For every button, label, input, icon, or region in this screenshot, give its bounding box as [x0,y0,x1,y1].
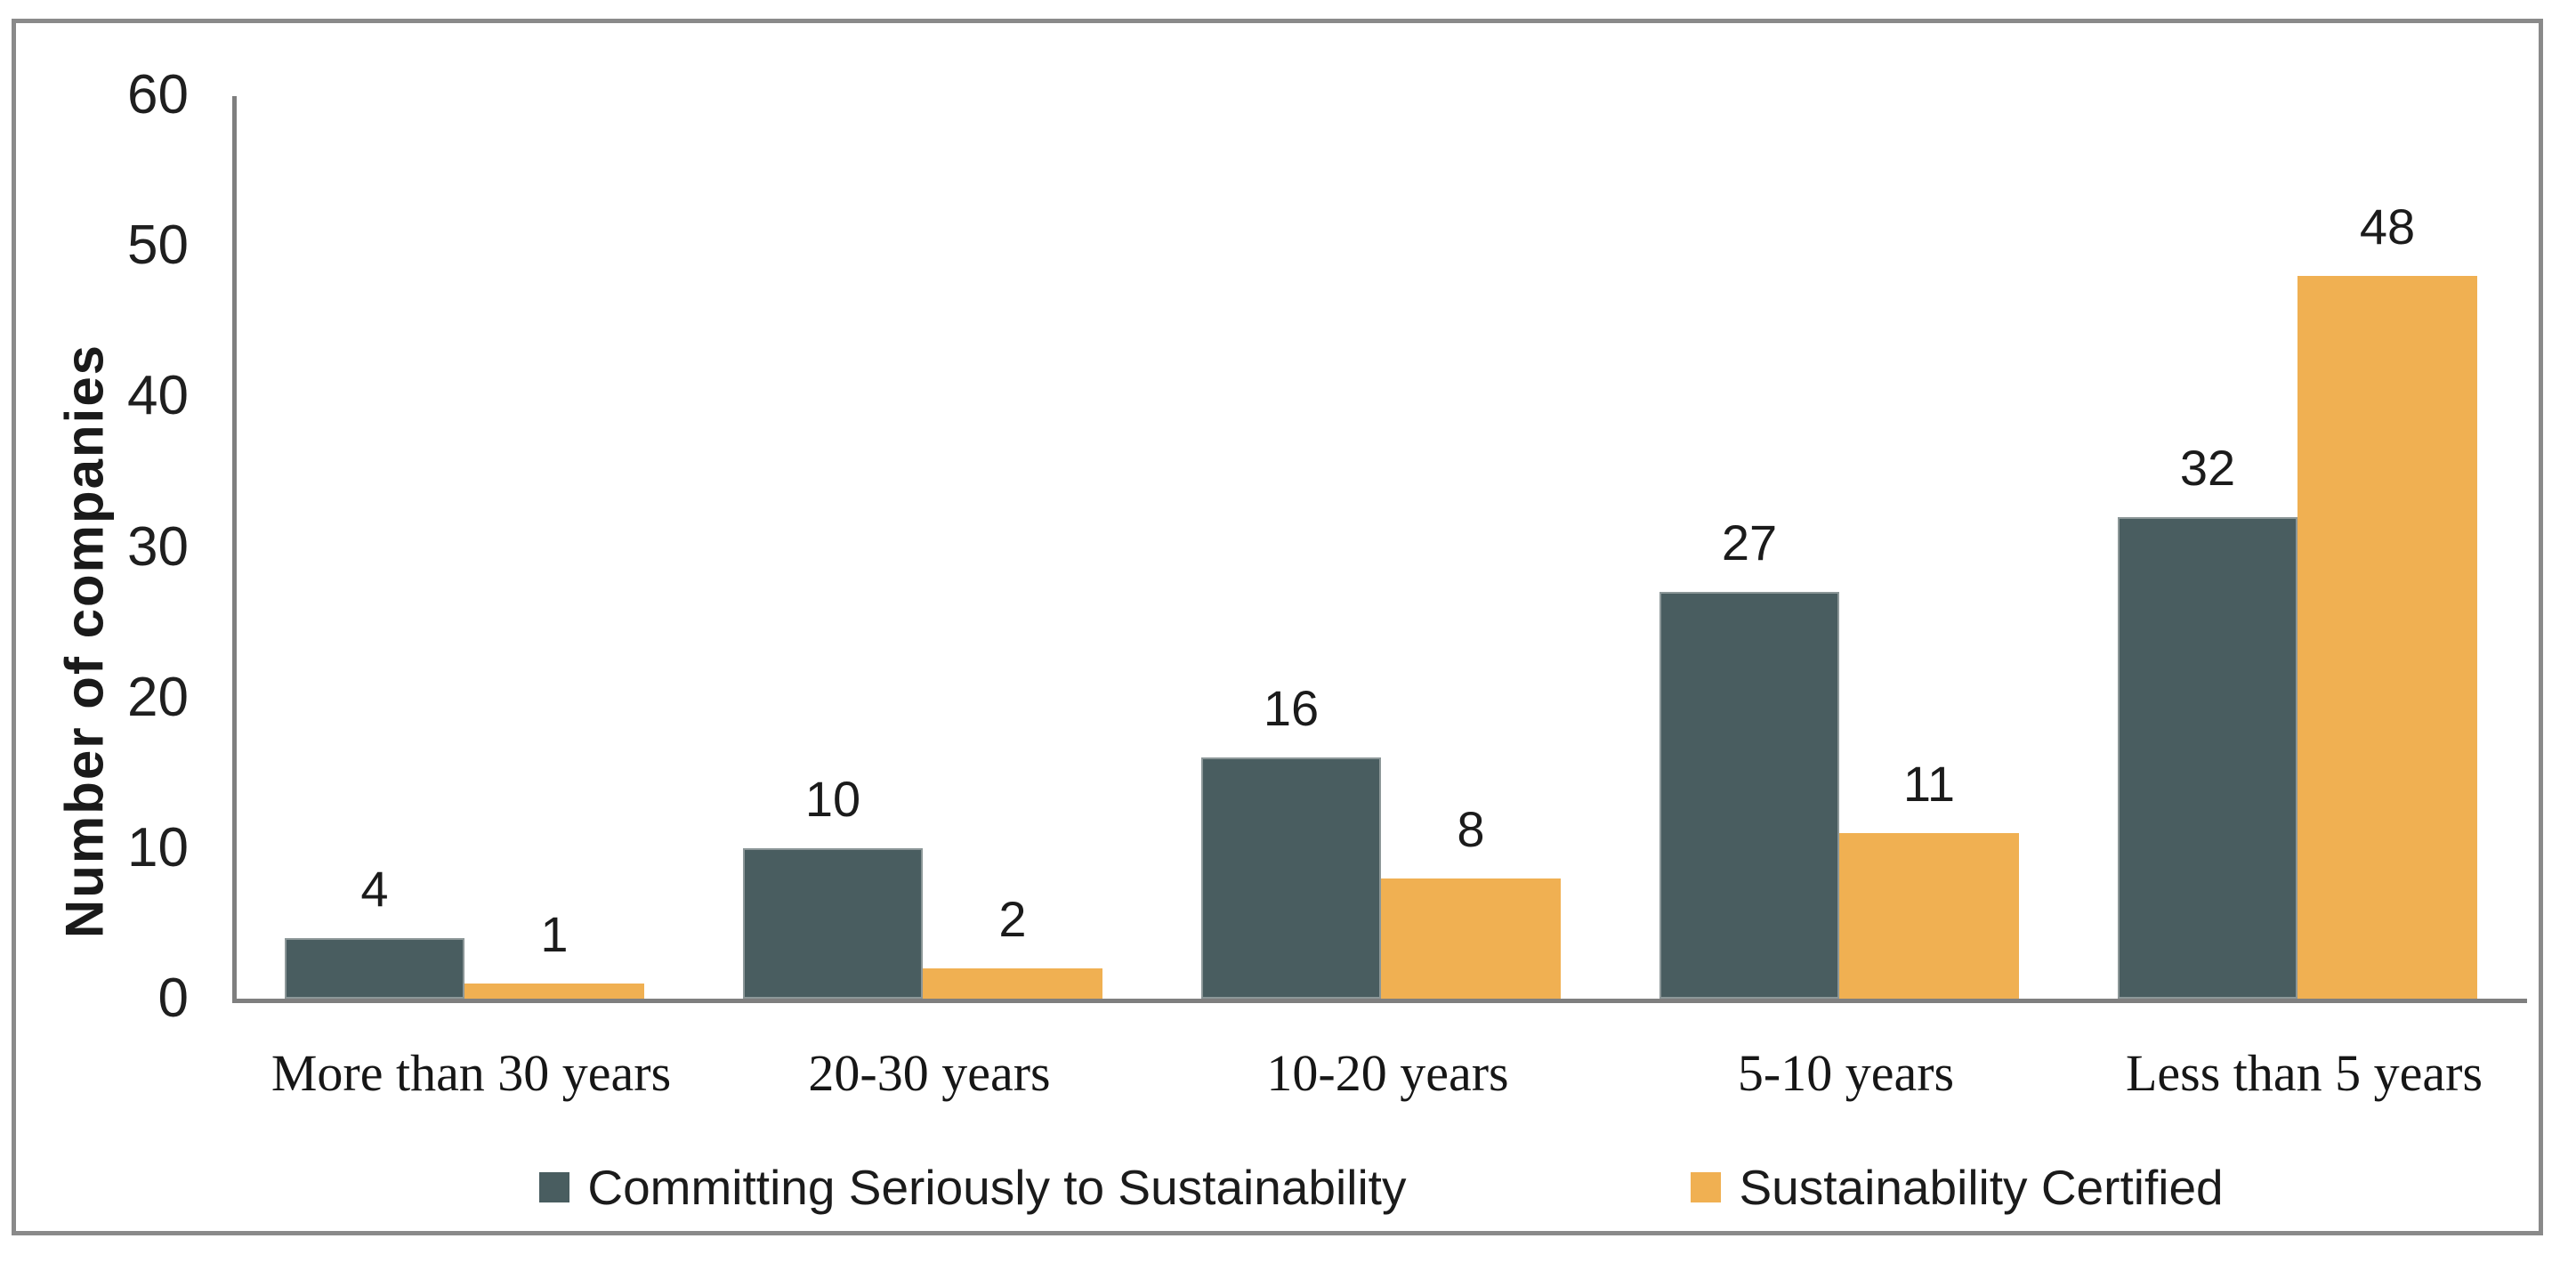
y-tick-label: 0 [157,967,189,1029]
legend-label: Committing Seriously to Sustainability [587,1160,1407,1215]
bar [464,984,644,999]
bar-value-label: 10 [804,771,861,827]
bar [2118,517,2297,999]
bar [743,848,923,999]
x-category-label: 5-10 years [1737,1044,1955,1102]
bar-value-label: 8 [1457,801,1485,857]
bar [285,938,464,999]
legend-label: Sustainability Certified [1739,1160,2224,1215]
bar-value-label: 48 [2359,198,2416,255]
x-category-label: More than 30 years [271,1044,672,1102]
x-category-label: 10-20 years [1266,1044,1509,1102]
y-tick-label: 40 [127,365,189,427]
x-category-label: Less than 5 years [2125,1044,2483,1102]
y-tick-label: 20 [127,666,189,728]
bar-value-label: 1 [540,906,569,962]
bar-value-label: 32 [2179,440,2236,496]
bar-value-label: 4 [360,861,389,917]
y-axis-line [232,96,237,999]
bar-value-label: 16 [1263,680,1320,736]
x-category-label: 20-30 years [808,1044,1051,1102]
legend-swatch-icon [539,1172,570,1202]
bar-value-label: 2 [998,891,1027,947]
bar-value-label: 11 [1902,756,1956,812]
bar [2297,276,2477,999]
x-axis-line [232,999,2527,1003]
bar-value-label: 27 [1721,514,1778,571]
legend-item: Sustainability Certified [1691,1159,2224,1216]
y-tick-label: 50 [127,215,189,277]
bar [1659,592,1839,999]
y-tick-label: 10 [127,816,189,878]
bar [923,968,1102,999]
bar [1201,757,1381,999]
bar [1839,833,2019,999]
bar [1381,878,1561,999]
legend-item: Committing Seriously to Sustainability [539,1159,1406,1216]
legend: Committing Seriously to Sustainability Su… [236,1150,2527,1225]
y-tick-label: 60 [127,64,189,125]
legend-swatch-icon [1691,1172,1722,1202]
y-tick-label: 30 [127,515,189,578]
